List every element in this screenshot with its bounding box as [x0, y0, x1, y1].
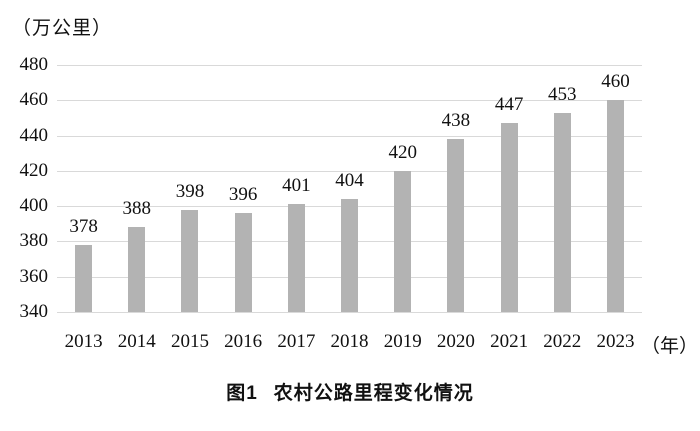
gridline: [57, 170, 642, 172]
x-tick-label: 2021: [490, 331, 529, 352]
y-tick-label: 480: [19, 54, 49, 75]
x-tick-label: 2023: [596, 331, 635, 352]
bar: [287, 204, 305, 312]
y-tick-label: 380: [19, 230, 49, 252]
x-tick-label: 2022: [543, 331, 582, 352]
gridline: [57, 65, 642, 66]
figure-caption-text: 农村公路里程变化情况: [273, 383, 474, 404]
x-tick-label: 2014: [117, 331, 156, 352]
x-tick-label: 2017: [277, 331, 316, 352]
bar-slot: 447: [483, 65, 536, 312]
bar-slot: 460: [589, 65, 642, 312]
y-axis: 340 360 380 400 420 440 460 480: [0, 0, 50, 431]
bar-value-label: 420: [388, 141, 417, 163]
x-tick-label: 2013: [64, 331, 103, 352]
bar: [394, 170, 412, 312]
gridline: [57, 312, 642, 313]
figure-caption-label: 图1: [226, 383, 258, 404]
x-tick-label: 2018: [330, 331, 369, 352]
y-tick-label: 440: [19, 124, 49, 146]
bar-value-label: 447: [494, 94, 524, 116]
bar-slot: 420: [376, 65, 429, 312]
plot-area: 378 388 398 396 401 404 420 438 447 453 460: [57, 65, 642, 313]
bar: [234, 213, 252, 312]
y-tick-label: 400: [19, 195, 49, 217]
bar: [606, 100, 624, 312]
bar-series: 378 388 398 396 401 404 420 438 447 453 460: [57, 65, 642, 312]
bar-value-label: 401: [282, 175, 311, 197]
bar-slot: 404: [323, 65, 376, 312]
bar-value-label: 438: [441, 110, 471, 132]
gridline: [57, 100, 642, 102]
x-tick-label: 2015: [170, 331, 209, 352]
bar-value-label: 460: [601, 71, 630, 93]
x-axis: 2013 2014 2015 2016 2017 2018 2019 2020 2021 2022…: [57, 312, 642, 353]
x-tick-label: 2020: [436, 331, 475, 352]
bar: [553, 112, 571, 312]
y-tick-label: 360: [19, 265, 49, 287]
bar: [181, 209, 199, 312]
bar: [341, 199, 359, 312]
bar-slot: 438: [429, 65, 482, 312]
bar: [128, 227, 146, 312]
bar-value-label: 398: [175, 180, 205, 202]
bar-value-label: 453: [548, 83, 577, 105]
bar-value-label: 396: [228, 184, 258, 206]
bar-value-label: 378: [69, 216, 98, 237]
bar-slot: 401: [270, 65, 323, 312]
y-tick-label: 460: [19, 89, 49, 111]
bar-slot: 396: [217, 65, 270, 312]
x-tick-label: 2016: [224, 331, 263, 352]
bar: [447, 139, 465, 312]
bar-slot: 388: [110, 65, 163, 312]
bar-slot: 398: [163, 65, 216, 312]
gridline: [57, 135, 642, 137]
y-tick-label: 340: [19, 301, 49, 322]
bar: [75, 245, 93, 312]
bar-value-label: 404: [335, 170, 364, 192]
bar-slot: 453: [536, 65, 589, 312]
bar-slot: 378: [57, 65, 110, 312]
figure-caption: 图1 农村公路里程变化情况: [0, 378, 700, 405]
bar: [500, 123, 518, 312]
x-axis-unit-label: （年）: [641, 336, 699, 357]
x-tick-label: 2019: [383, 331, 422, 352]
y-tick-label: 420: [19, 159, 49, 181]
y-axis-unit-label: （万公里）: [12, 18, 113, 39]
bar-value-label: 388: [122, 198, 152, 220]
